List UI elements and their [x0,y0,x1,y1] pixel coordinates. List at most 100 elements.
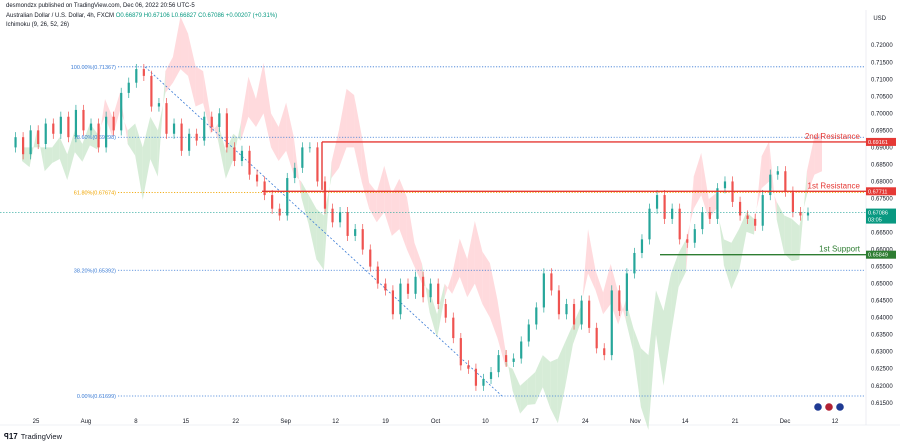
event-flag-icon[interactable] [824,402,834,412]
candle-body [580,300,583,325]
candle-body [210,116,213,127]
ichimoku-cloud-segment [225,133,234,179]
candle-body [316,147,319,182]
ichimoku-cloud-segment [723,239,732,290]
candle-body [686,239,689,243]
x-tick-label: 12 [332,419,339,425]
ichimoku-cloud-segment [323,162,332,270]
indicator-legend[interactable]: Ichimoku (9, 26, 52, 26) [6,22,70,28]
ichimoku-cloud-segment [557,341,566,424]
candle-body [37,130,40,144]
y-tick-label: 0.69000 [871,145,893,151]
ichimoku-cloud-segment [346,88,355,148]
event-flag-icon[interactable] [813,402,823,412]
y-tick-label: 0.69500 [871,128,893,134]
candle-body [271,195,274,209]
price-axis-currency: USD [873,16,886,22]
candle-body [369,249,372,267]
candle-body [225,113,228,148]
x-tick-label: 17 [532,419,539,425]
candle-body [806,212,810,216]
candle-body [112,116,115,131]
ichimoku-cloud-segment [29,129,38,168]
ichimoku-cloud-segment [361,135,370,209]
x-tick-label: Aug [81,419,92,425]
ichimoku-cloud-segment [648,290,656,431]
candle-body [142,69,145,76]
ichimoku-cloud-segment [693,152,702,209]
y-tick-label: 0.66000 [871,248,893,254]
candle-body [535,307,538,325]
candle-body [59,116,62,134]
x-tick-label: 24 [582,419,589,425]
candle-body [610,290,613,356]
candle-body [263,181,266,196]
ichimoku-cloud-segment [248,76,256,127]
ichimoku-cloud-segment [731,229,739,290]
ichimoku-cloud-segment [399,178,407,250]
candle-body [218,113,221,127]
ichimoku-cloud-segment [603,263,611,315]
ichimoku-cloud-segment [105,99,113,138]
candle-body [633,252,636,274]
candle-body [127,82,130,93]
candle-body [135,69,138,83]
ichimoku-cloud-segment [172,16,181,83]
candle-body [172,123,176,134]
candle-body [588,300,591,328]
candle-body [497,355,500,373]
bar-countdown-label: 03:05 [868,218,882,224]
ichimoku-cloud-segment [527,372,536,405]
ichimoku-cloud-segment [769,141,777,220]
x-tick-label: Nov [630,419,641,425]
candle-body [754,218,757,226]
candle-body [150,75,153,107]
candle-body [565,304,568,315]
candle-body [550,273,553,291]
candle-body [799,212,802,216]
x-tick-label: 8 [134,419,138,425]
ichimoku-cloud-segment [338,88,347,168]
candle-body [120,92,123,131]
price-tag-label: 0.65849 [868,253,888,259]
candle-body [482,378,485,386]
candle-body [746,215,749,219]
x-tick-label: 19 [382,419,389,425]
candle-body [97,123,100,148]
candle-body [105,116,108,148]
candle-body [157,103,161,107]
ichimoku-cloud-segment [354,94,362,182]
candle-body [248,150,251,175]
candle-body [557,290,561,315]
ichimoku-cloud-segment [482,251,490,318]
event-flag-icon[interactable] [835,402,845,412]
ichimoku-cloud-segment [82,123,90,162]
ichimoku-cloud-segment [588,229,596,291]
ichimoku-cloud-segment [535,355,543,405]
y-tick-label: 0.70000 [871,111,893,117]
ichimoku-cloud-segment [671,252,679,334]
candle-body [188,133,191,151]
ichimoku-cloud-segment [135,123,143,200]
ichimoku-cloud-segment [799,171,807,260]
price-tag [866,187,896,196]
candle-body [459,338,462,366]
ichimoku-cloud-segment [640,348,649,431]
ichimoku-cloud-segment [655,290,664,386]
candle-body [195,133,198,141]
candle-body [708,212,711,219]
candle-body [286,178,289,216]
y-tick-label: 0.71000 [871,77,893,83]
ichimoku-cloud-segment [376,165,385,223]
candle-body [67,116,70,138]
candle-body [331,208,334,223]
tradingview-logo[interactable]: ꟼ17 TradingView [4,432,62,441]
candle-body [165,103,168,134]
candle-body [203,116,206,141]
ichimoku-cloud-segment [301,181,309,226]
ichimoku-cloud-segment [595,270,604,315]
x-tick-label: Oct [431,419,441,425]
candle-body [444,304,447,318]
ichimoku-cloud-segment [663,273,672,386]
